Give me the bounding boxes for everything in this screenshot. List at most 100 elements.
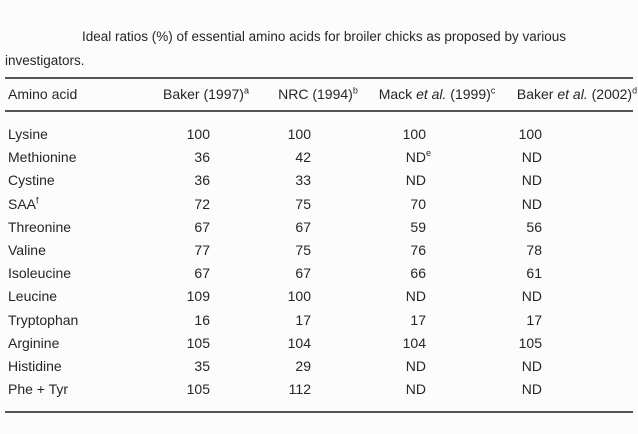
row-label-text: Lysine — [8, 126, 48, 142]
column-header-text-post: (1999) — [446, 86, 491, 102]
cell-value-nrc-1994: 17 — [295, 311, 311, 328]
cell-value-nrc-1994: 42 — [295, 149, 311, 166]
table-rule-header — [5, 110, 633, 112]
column-header-italic: et al. — [557, 86, 588, 102]
caption-line-2: investigators. — [5, 53, 85, 68]
cell-value-nrc-1994: 67 — [295, 218, 311, 235]
row-label: Arginine — [8, 332, 59, 355]
cell-value-baker-2002: ND — [521, 381, 542, 398]
cell-value-baker-2002: 78 — [526, 241, 542, 258]
cell-value-nrc-1994: 33 — [295, 172, 311, 189]
column-header-superscript: c — [490, 85, 496, 96]
cell-value-baker-1997: 67 — [194, 265, 210, 282]
row-label-text: SAA — [8, 195, 37, 212]
row-label: Methionine — [8, 146, 77, 169]
cell-value-mack-1999: 70 — [410, 195, 426, 212]
cell-value-nrc-1994: 104 — [287, 334, 311, 351]
cell-value-mack-1999: ND — [405, 381, 426, 398]
table-row: Isoleucine 67 67 66 61 — [5, 262, 633, 285]
column-header-superscript: d — [632, 85, 638, 96]
row-label: Cystine — [8, 169, 55, 192]
row-label-text: Tryptophan — [8, 311, 79, 328]
column-header-text: Baker (1997) — [163, 86, 244, 102]
cell-value-baker-2002: 61 — [526, 265, 542, 282]
cell-superscript: e — [426, 148, 432, 159]
column-header-text: Baker — [516, 86, 558, 102]
column-header-italic: et al. — [416, 86, 447, 102]
cell-value-mack-1999: 59 — [410, 218, 426, 235]
table-caption: Ideal ratios (%) of essential amino acid… — [5, 25, 610, 73]
cell-value-nrc-1994: 75 — [295, 195, 311, 212]
cell-value-nrc-1994: 67 — [295, 265, 311, 282]
row-label-text: Threonine — [8, 218, 72, 235]
row-label-text: Arginine — [8, 334, 60, 351]
cell-value-baker-2002: ND — [521, 357, 542, 374]
column-header-superscript: a — [243, 85, 249, 96]
row-label-text: Valine — [8, 241, 46, 258]
row-label: Leucine — [8, 285, 57, 308]
table-row: Threonine 67 67 59 56 — [5, 216, 633, 239]
cell-value-baker-2002: ND — [521, 172, 542, 189]
row-label: SAAf — [8, 193, 39, 216]
cell-value-nrc-1994: 112 — [288, 381, 311, 398]
column-header-baker-1997: Baker (1997)a — [163, 79, 249, 110]
cell-value-baker-2002: 105 — [518, 334, 542, 351]
cell-value-baker-1997: 36 — [194, 149, 210, 166]
row-label: Tryptophan — [8, 309, 78, 332]
table-row: Methionine 36 42 ND e ND — [5, 146, 633, 169]
cell-value-mack-1999: 66 — [410, 265, 426, 282]
row-label-text: Leucine — [8, 288, 58, 305]
column-header-text: Mack — [378, 86, 417, 102]
caption-line-1: Ideal ratios (%) of essential amino acid… — [82, 29, 566, 44]
cell-value-baker-1997: 36 — [194, 172, 210, 189]
cell-value-baker-1997: 100 — [186, 126, 210, 142]
cell-value-baker-2002: 100 — [518, 126, 542, 142]
row-label: Valine — [8, 239, 46, 262]
column-header-amino-acid: Amino acid — [8, 86, 78, 102]
cell-value-baker-1997: 105 — [186, 381, 210, 398]
column-header-mack-1999: Mack et al. (1999)c — [379, 79, 496, 110]
table-row: Leucine 109 100 ND ND — [5, 285, 633, 308]
cell-value-baker-2002: ND — [521, 149, 542, 166]
cell-value-baker-2002: ND — [521, 195, 542, 212]
cell-value-baker-1997: 35 — [194, 357, 210, 374]
cell-value-mack-1999: ND e — [405, 148, 432, 166]
table-row: Phe + Tyr 105 112 ND ND — [5, 378, 633, 401]
column-header-text: NRC (1994) — [278, 86, 353, 102]
row-label-text: Methionine — [8, 149, 77, 166]
cell-value-mack-1999: 17 — [410, 311, 426, 328]
cell-value-nrc-1994: 100 — [287, 126, 311, 142]
cell-value-baker-1997: 105 — [186, 334, 210, 351]
cell-value-mack-1999: ND — [405, 288, 426, 305]
cell-value-baker-1997: 109 — [186, 288, 210, 305]
row-label-text: Cystine — [8, 172, 55, 189]
cell-value-nrc-1994: 75 — [295, 241, 311, 258]
table-rule-top — [5, 77, 633, 79]
table-row: Cystine 36 33 ND ND — [5, 169, 633, 192]
column-header-baker-2002: Baker et al. (2002)d — [517, 79, 637, 110]
row-label: Histidine — [8, 355, 62, 378]
table-row: Histidine 35 29 ND ND — [5, 355, 633, 378]
column-header-nrc-1994: NRC (1994)b — [278, 79, 358, 110]
cell-value-nrc-1994: 29 — [295, 357, 311, 374]
cell-value-baker-2002: ND — [521, 288, 542, 305]
table-row: SAAf 72 75 70 ND — [5, 193, 633, 216]
row-label: Phe + Tyr — [8, 378, 68, 401]
table-row: Tryptophan 16 17 17 17 — [5, 309, 633, 332]
column-header-text-post: (2002) — [587, 86, 633, 102]
table-header-row: Amino acid Baker (1997)a NRC (1994)b Mac… — [5, 79, 637, 110]
row-label-text: Phe + Tyr — [8, 381, 69, 398]
cell-value-baker-1997: 72 — [194, 195, 210, 212]
table-body: Lysine 100 100 100 100 Methionine 36 42 … — [5, 123, 633, 402]
table-row: Lysine 100 100 100 100 — [5, 123, 633, 146]
cell-value-mack-1999: ND — [405, 172, 426, 189]
row-label: Lysine — [8, 123, 48, 146]
cell-value-mack-1999: 76 — [410, 241, 426, 258]
table-rule-bottom — [5, 411, 633, 413]
table-row: Valine 77 75 76 78 — [5, 239, 633, 262]
column-header-superscript: b — [352, 85, 358, 96]
cell-value-mack-1999: ND — [405, 357, 426, 374]
table-row: Arginine 105 104 104 105 — [5, 332, 633, 355]
row-label-superscript: f — [36, 194, 39, 205]
